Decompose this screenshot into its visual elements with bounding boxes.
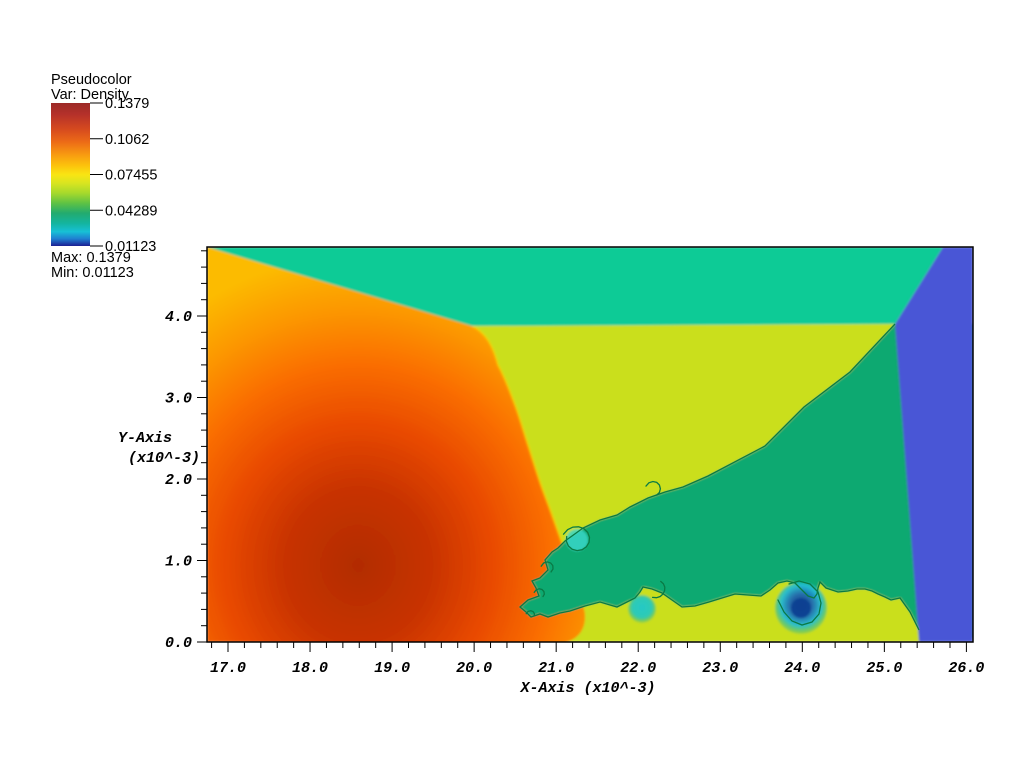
svg-text:0.07455: 0.07455 [105, 168, 157, 184]
svg-text:18.0: 18.0 [292, 660, 328, 677]
svg-text:3.0: 3.0 [165, 391, 192, 408]
svg-text:Min: 0.01123: Min: 0.01123 [51, 265, 134, 281]
svg-text:4.0: 4.0 [165, 309, 192, 326]
svg-text:19.0: 19.0 [374, 660, 410, 677]
svg-text:25.0: 25.0 [866, 660, 902, 677]
svg-text:X-Axis (x10^-3): X-Axis (x10^-3) [519, 680, 655, 697]
svg-text:17.0: 17.0 [210, 660, 246, 677]
svg-text:1.0: 1.0 [165, 554, 192, 571]
svg-text:Max: 0.1379: Max: 0.1379 [51, 250, 131, 266]
svg-text:Y-Axis: Y-Axis [118, 430, 172, 447]
svg-text:(x10^-3): (x10^-3) [128, 450, 200, 467]
svg-text:2.0: 2.0 [165, 472, 192, 489]
svg-text:24.0: 24.0 [784, 660, 820, 677]
svg-text:22.0: 22.0 [620, 660, 656, 677]
svg-text:Pseudocolor: Pseudocolor [51, 72, 132, 88]
svg-text:20.0: 20.0 [456, 660, 492, 677]
svg-text:0.1062: 0.1062 [105, 132, 149, 148]
svg-text:0.04289: 0.04289 [105, 203, 157, 219]
svg-text:23.0: 23.0 [702, 660, 738, 677]
svg-text:26.0: 26.0 [948, 660, 984, 677]
svg-text:21.0: 21.0 [538, 660, 574, 677]
svg-text:0.0: 0.0 [165, 635, 192, 652]
svg-text:0.1379: 0.1379 [105, 96, 149, 112]
